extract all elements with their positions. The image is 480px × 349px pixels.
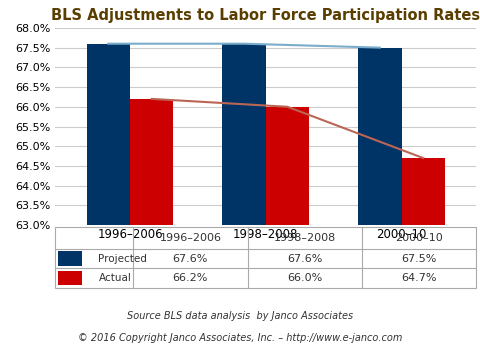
Text: 66.0%: 66.0%: [287, 273, 322, 283]
Text: Actual: Actual: [98, 273, 131, 283]
Text: Projected: Projected: [98, 254, 147, 263]
Text: 67.6%: 67.6%: [287, 254, 322, 263]
Text: © 2016 Copyright Janco Associates, Inc. – http://www.e-janco.com: © 2016 Copyright Janco Associates, Inc. …: [78, 333, 402, 343]
Bar: [59, 251, 82, 266]
Bar: [265, 107, 309, 225]
Text: Source BLS data analysis  by Janco Associates: Source BLS data analysis by Janco Associ…: [127, 311, 353, 321]
Text: 1996–2006: 1996–2006: [159, 233, 221, 243]
Text: 67.6%: 67.6%: [172, 254, 208, 263]
Title: BLS Adjustments to Labor Force Participation Rates: BLS Adjustments to Labor Force Participa…: [51, 8, 480, 23]
Bar: [401, 158, 444, 225]
Bar: [222, 44, 265, 225]
Text: 66.2%: 66.2%: [172, 273, 208, 283]
Text: 2000–10: 2000–10: [395, 233, 442, 243]
Bar: [86, 44, 130, 225]
Bar: [130, 99, 173, 225]
Text: 64.7%: 64.7%: [401, 273, 436, 283]
Bar: [59, 271, 82, 285]
Text: 67.5%: 67.5%: [401, 254, 436, 263]
Text: 1998–2008: 1998–2008: [273, 233, 336, 243]
Bar: [357, 48, 401, 225]
